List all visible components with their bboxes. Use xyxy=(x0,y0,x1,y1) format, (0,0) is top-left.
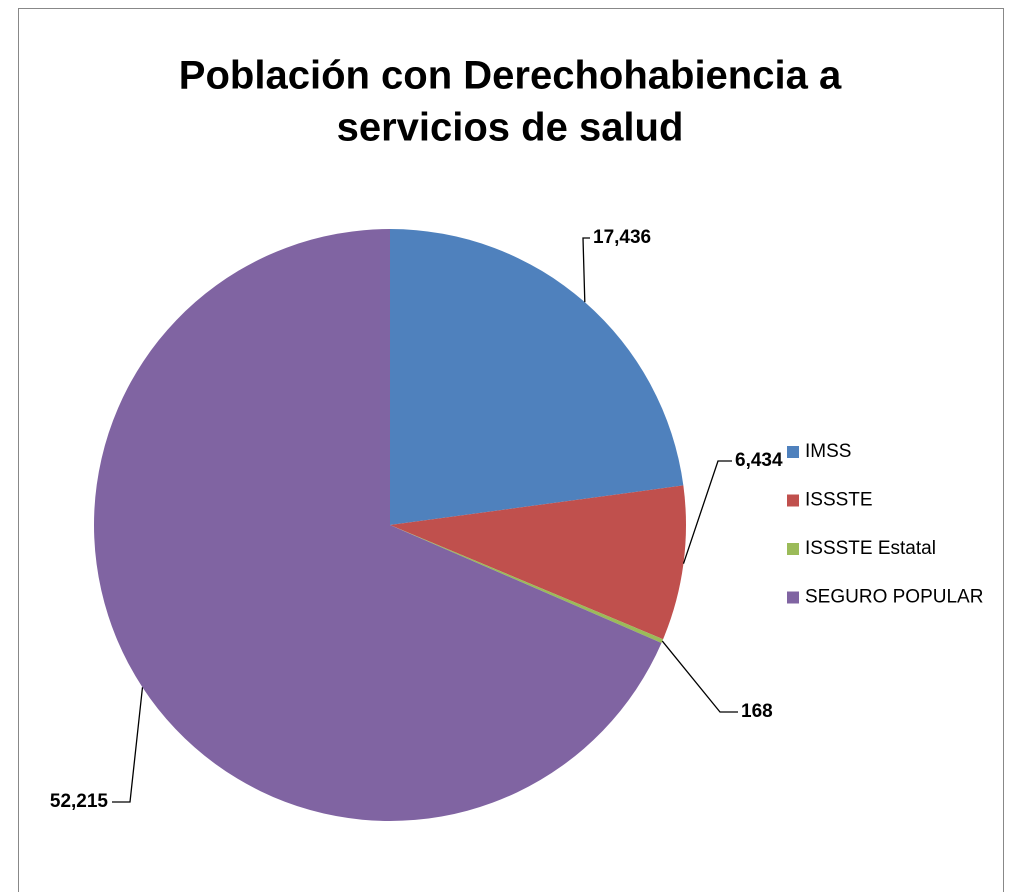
legend-label: ISSSTE xyxy=(805,490,873,511)
value-label: 168 xyxy=(741,701,773,722)
legend-swatch xyxy=(787,446,799,458)
legend-label: IMSS xyxy=(805,441,851,462)
legend-label: SEGURO POPULAR xyxy=(805,587,983,608)
pie-slice xyxy=(390,229,684,525)
chart-title: Población con Derechohabiencia a xyxy=(179,54,842,98)
pie-slice xyxy=(94,229,662,822)
pie-slice xyxy=(390,525,664,643)
value-label: 17,436 xyxy=(593,227,651,248)
chart-title: servicios de salud xyxy=(337,106,684,150)
leader-line xyxy=(582,237,590,303)
pie-slice xyxy=(390,485,686,640)
value-label: 52,215 xyxy=(50,791,109,812)
legend-label: ISSSTE Estatal xyxy=(805,538,936,559)
legend-swatch xyxy=(787,543,799,555)
leader-line xyxy=(682,460,732,564)
leader-line xyxy=(112,687,144,803)
value-label: 6,434 xyxy=(735,450,783,471)
leader-line xyxy=(661,640,738,713)
legend-swatch xyxy=(787,494,799,507)
legend-swatch xyxy=(787,591,799,604)
